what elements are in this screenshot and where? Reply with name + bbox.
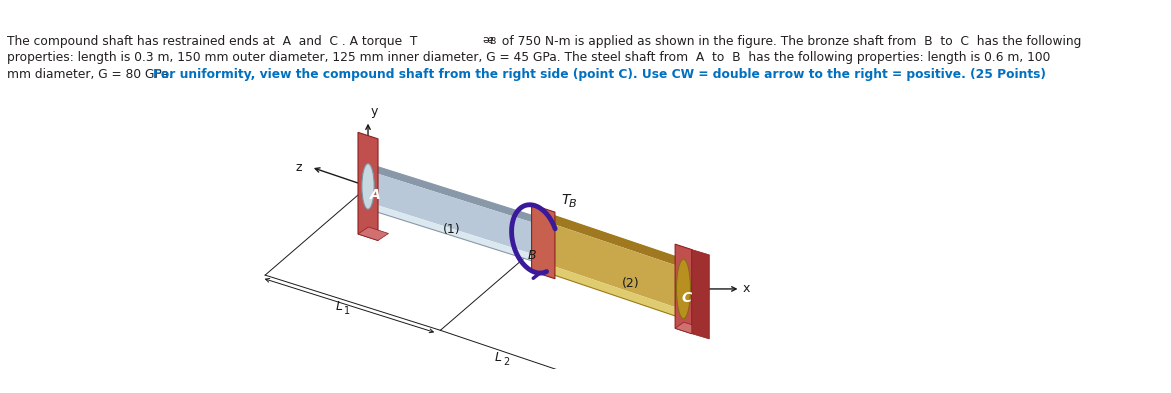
Text: C: C xyxy=(682,291,692,305)
Polygon shape xyxy=(676,322,700,334)
Text: B: B xyxy=(489,37,495,46)
Text: (2): (2) xyxy=(622,277,639,290)
Text: y: y xyxy=(371,105,378,118)
Text: T: T xyxy=(561,193,570,207)
Polygon shape xyxy=(543,220,684,310)
Text: L: L xyxy=(494,351,501,364)
Text: of 750 N-m is applied as shown in the figure. The bronze shaft from  B  to  C  h: of 750 N-m is applied as shown in the fi… xyxy=(498,35,1081,48)
Text: x: x xyxy=(744,283,751,296)
Text: For uniformity, view the compound shaft from the right side (point C). Use CW = : For uniformity, view the compound shaft … xyxy=(153,68,1046,81)
Text: properties: length is 0.3 m, 150 mm outer diameter, 125 mm inner diameter, G = 4: properties: length is 0.3 m, 150 mm oute… xyxy=(7,51,1050,64)
Polygon shape xyxy=(692,250,710,339)
Text: 2: 2 xyxy=(504,357,509,367)
Text: mm diameter, G = 80 GPa.: mm diameter, G = 80 GPa. xyxy=(7,68,179,81)
Text: (1): (1) xyxy=(443,223,460,236)
Polygon shape xyxy=(368,163,543,226)
Ellipse shape xyxy=(677,259,691,319)
Polygon shape xyxy=(368,171,543,257)
Polygon shape xyxy=(532,204,555,279)
Text: z: z xyxy=(296,161,302,174)
Text: B: B xyxy=(527,249,536,262)
Text: 1: 1 xyxy=(344,306,350,316)
Ellipse shape xyxy=(362,163,375,209)
Text: L: L xyxy=(335,300,342,313)
Text: The compound shaft has restrained ends at  A  and  C . A torque  T: The compound shaft has restrained ends a… xyxy=(7,35,417,48)
Text: ᴂ: ᴂ xyxy=(482,35,493,45)
Polygon shape xyxy=(543,212,684,268)
Polygon shape xyxy=(676,244,692,334)
Polygon shape xyxy=(358,227,389,241)
Polygon shape xyxy=(368,202,543,264)
Polygon shape xyxy=(543,263,684,319)
Text: A: A xyxy=(370,188,381,202)
Polygon shape xyxy=(358,132,378,241)
Text: B: B xyxy=(568,199,576,209)
